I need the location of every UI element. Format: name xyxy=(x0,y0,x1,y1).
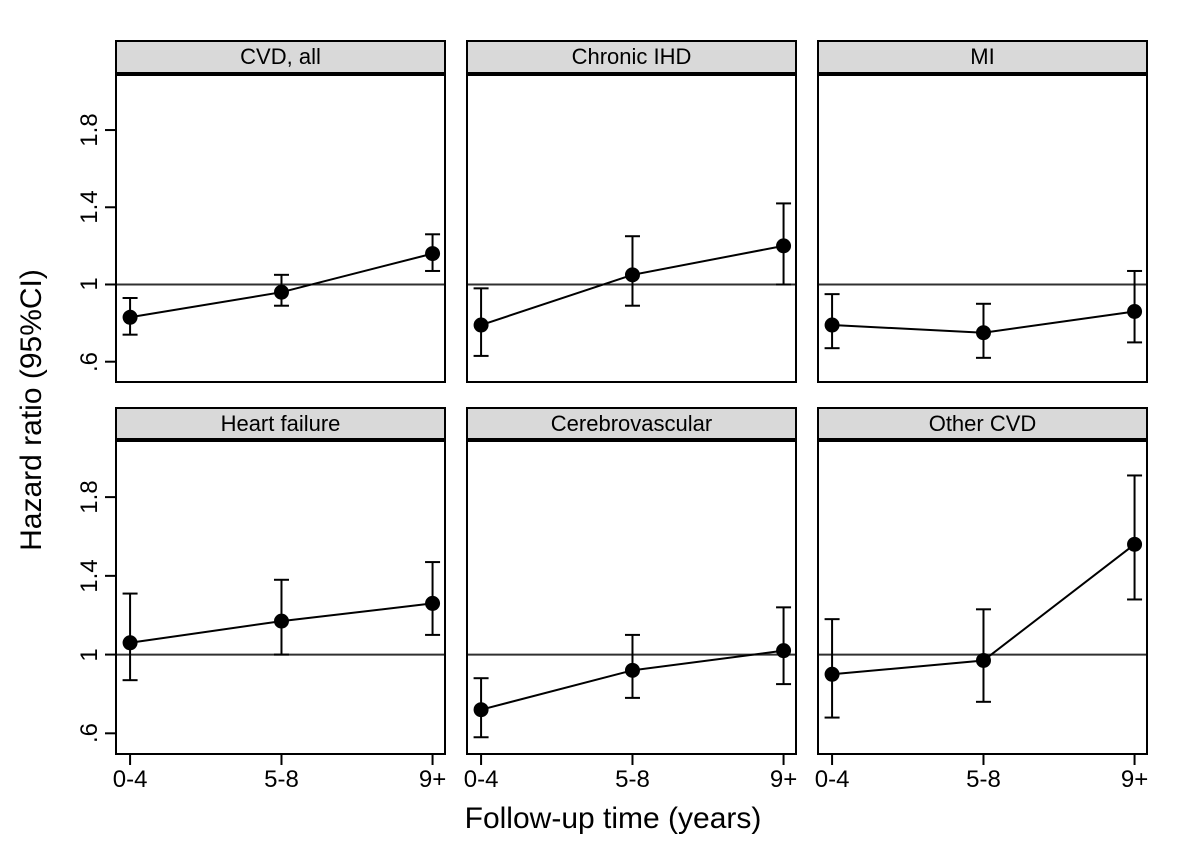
panel-canvas-cvd-all xyxy=(105,129,444,363)
y-tick-label: 1.4 xyxy=(76,190,103,224)
panel-title-heart-failure: Heart failure xyxy=(115,407,446,440)
data-point xyxy=(776,238,792,254)
y-tick-label: 1 xyxy=(76,277,103,292)
x-axis-title: Follow-up time (years) xyxy=(464,802,762,835)
x-tick-label: 5-8 xyxy=(615,766,650,793)
data-point xyxy=(425,246,441,262)
y-tick-label: 1.4 xyxy=(76,559,103,593)
data-point xyxy=(122,309,138,325)
x-tick-label: 0-4 xyxy=(112,766,148,793)
panel-plot-cvd-all xyxy=(105,74,446,383)
panel-plot-heart-failure xyxy=(105,440,446,765)
panel-title-other-cvd: Other CVD xyxy=(817,407,1148,440)
panel-canvas-mi xyxy=(819,269,1146,359)
data-point xyxy=(624,662,640,678)
panel-plot-chronic-ihd xyxy=(466,74,797,383)
data-point xyxy=(824,317,840,333)
data-point xyxy=(273,613,289,629)
x-tick-label: 9+ xyxy=(769,766,798,793)
panel-canvas-other-cvd xyxy=(819,474,1146,765)
panel-plot-other-cvd xyxy=(817,440,1148,765)
x-tick-label: 0-4 xyxy=(463,766,499,793)
data-point xyxy=(425,595,441,611)
panel-title-chronic-ihd: Chronic IHD xyxy=(466,40,797,74)
panel-plot-cerebrovascular xyxy=(466,440,797,765)
x-tick-label: 5-8 xyxy=(264,766,299,793)
panel-title-cerebrovascular: Cerebrovascular xyxy=(466,407,797,440)
data-point xyxy=(975,652,991,668)
panel-canvas-chronic-ihd xyxy=(468,202,795,357)
x-tick-label: 9+ xyxy=(418,766,447,793)
y-tick-label: 1 xyxy=(76,647,103,662)
panel-title-mi: MI xyxy=(817,40,1148,74)
y-tick-label: .6 xyxy=(76,351,103,372)
panel-canvas-cerebrovascular xyxy=(468,606,795,765)
data-point xyxy=(473,702,489,718)
y-tick-label: 1.8 xyxy=(76,480,103,514)
x-tick-label: 0-4 xyxy=(814,766,850,793)
panel-canvas-heart-failure xyxy=(105,496,444,765)
x-tick-label: 9+ xyxy=(1120,766,1149,793)
data-point xyxy=(776,643,792,659)
y-tick-label: .6 xyxy=(76,723,103,744)
data-point xyxy=(122,635,138,651)
panel-plot-mi xyxy=(817,74,1148,383)
data-point xyxy=(624,267,640,283)
data-point xyxy=(824,666,840,682)
panel-title-cvd-all: CVD, all xyxy=(115,40,446,74)
data-point xyxy=(273,284,289,300)
y-tick-label: 1.8 xyxy=(76,113,103,147)
data-point xyxy=(1127,536,1143,552)
y-axis-title: Hazard ratio (95%CI) xyxy=(15,269,48,551)
data-point xyxy=(473,317,489,333)
data-point xyxy=(1127,304,1143,320)
x-tick-label: 5-8 xyxy=(966,766,1001,793)
data-point xyxy=(975,325,991,341)
